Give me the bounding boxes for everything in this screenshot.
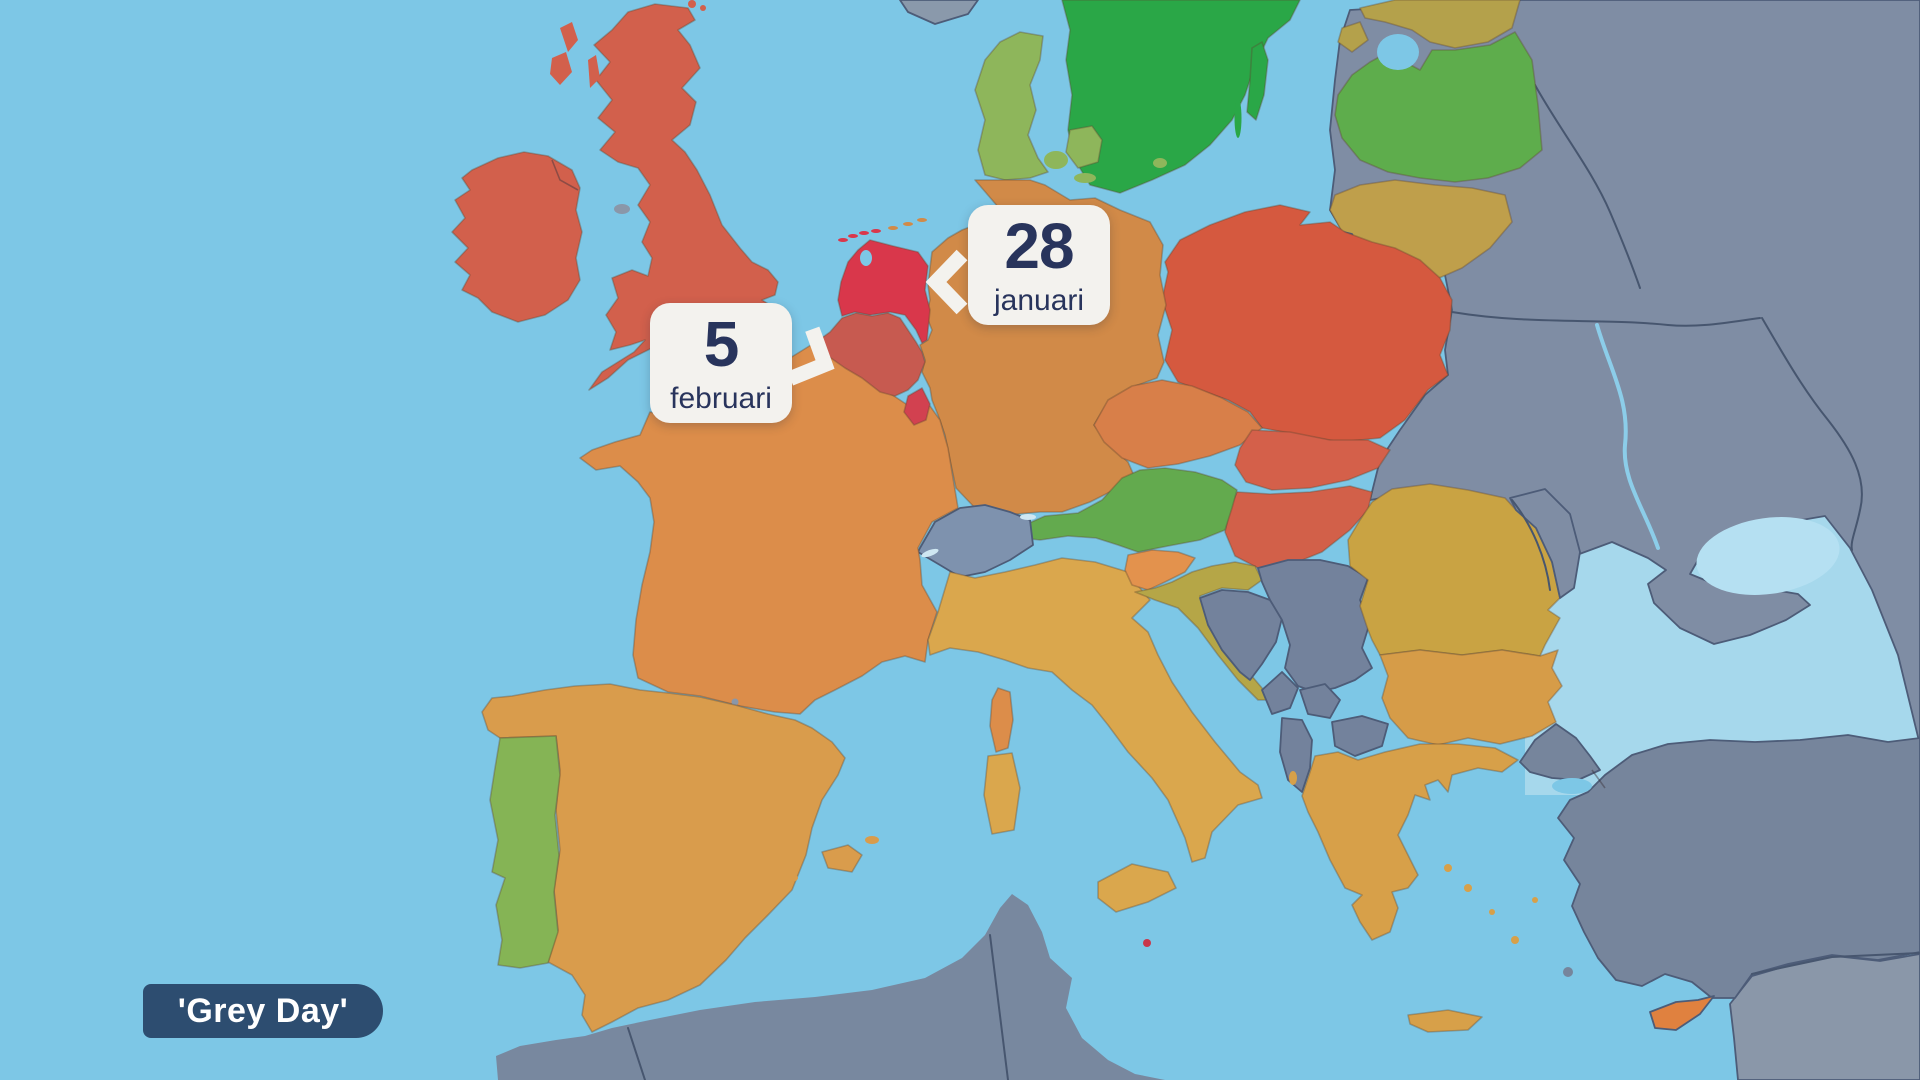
callout-belgium-month: februari bbox=[670, 381, 772, 415]
hebrides-islands bbox=[550, 0, 706, 88]
country-estonia bbox=[1359, 0, 1521, 49]
country-serbia bbox=[1257, 559, 1373, 693]
country-denmark bbox=[974, 31, 1049, 181]
country-bulgaria bbox=[1379, 649, 1563, 746]
island-zealand bbox=[1065, 125, 1103, 169]
island-lolland bbox=[1074, 173, 1096, 183]
border-turkey-syria bbox=[1751, 952, 1920, 975]
lake-constance bbox=[1020, 514, 1036, 520]
country-spain bbox=[481, 683, 846, 1033]
country-netherlands bbox=[837, 239, 931, 344]
isle-of-man bbox=[614, 204, 630, 214]
aegean-islands bbox=[1289, 771, 1573, 977]
country-switzerland bbox=[917, 504, 1034, 578]
country-luxembourg bbox=[903, 387, 931, 426]
border-morocco-algeria bbox=[627, 1027, 646, 1080]
country-czechia bbox=[1093, 379, 1263, 469]
island-saaremaa bbox=[1337, 21, 1369, 53]
island-sicily bbox=[1097, 863, 1177, 913]
island-mallorca bbox=[821, 844, 863, 873]
grey-day-badge-label: 'Grey Day' bbox=[177, 991, 349, 1030]
island-oland bbox=[1234, 98, 1242, 138]
island-corsica bbox=[989, 687, 1014, 753]
country-sweden bbox=[1061, 0, 1301, 194]
border-algeria-tunisia bbox=[989, 934, 1009, 1080]
island-bornholm bbox=[1153, 158, 1167, 168]
grey-day-badge: 'Grey Day' bbox=[143, 984, 383, 1038]
chevron-right-icon bbox=[787, 326, 835, 386]
callout-netherlands: 28 januari bbox=[968, 205, 1110, 325]
border-ukraine-russia bbox=[1761, 317, 1863, 551]
country-slovenia bbox=[1124, 549, 1196, 591]
country-portugal bbox=[489, 735, 561, 969]
border-russia-belarus bbox=[1534, 84, 1641, 289]
callout-belgium-day: 5 bbox=[703, 307, 740, 380]
border-moldova bbox=[1511, 499, 1551, 591]
country-uk bbox=[588, 3, 779, 391]
country-turkey bbox=[1557, 734, 1920, 999]
ijsselmeer bbox=[860, 250, 872, 266]
border-belarus-ukraine bbox=[1451, 311, 1761, 327]
country-andorra bbox=[731, 698, 739, 706]
chevron-left-icon bbox=[925, 249, 968, 315]
island-crete bbox=[1407, 1009, 1483, 1033]
country-montenegro bbox=[1261, 671, 1299, 715]
country-hungary bbox=[1224, 485, 1373, 569]
callout-netherlands-month: januari bbox=[993, 283, 1085, 317]
gulf-of-riga bbox=[1377, 34, 1419, 70]
sea-of-marmara bbox=[1552, 778, 1592, 794]
bosphorus-strait bbox=[1591, 769, 1606, 789]
country-malta bbox=[1143, 939, 1151, 947]
lake-geneva bbox=[921, 548, 939, 558]
island-ibiza bbox=[782, 874, 798, 882]
country-north-macedonia bbox=[1331, 715, 1389, 757]
island-sardinia bbox=[983, 752, 1021, 835]
country-slovakia bbox=[1234, 429, 1391, 491]
country-cyprus bbox=[1649, 995, 1715, 1031]
country-bosnia bbox=[1199, 589, 1283, 681]
country-kosovo bbox=[1299, 683, 1341, 719]
country-poland bbox=[1161, 204, 1453, 443]
wadden-islands bbox=[838, 218, 927, 242]
dnieper-river bbox=[1595, 323, 1660, 550]
island-funen bbox=[1044, 151, 1068, 169]
country-greece bbox=[1301, 743, 1519, 941]
island-gotland bbox=[1246, 41, 1269, 121]
callout-netherlands-day: 28 bbox=[1004, 209, 1074, 282]
country-belgium bbox=[811, 312, 926, 397]
island-menorca bbox=[865, 836, 879, 844]
callout-belgium: 5 februari bbox=[650, 303, 792, 423]
country-austria bbox=[1017, 467, 1238, 553]
country-turkey-thrace bbox=[1519, 723, 1601, 781]
sea-of-azov bbox=[1696, 517, 1840, 595]
country-north-africa bbox=[496, 894, 1165, 1080]
border-northern-ireland bbox=[551, 159, 579, 191]
country-ireland bbox=[451, 151, 583, 323]
country-albania bbox=[1279, 717, 1313, 793]
country-italy bbox=[927, 557, 1263, 863]
country-norway bbox=[899, 0, 979, 25]
